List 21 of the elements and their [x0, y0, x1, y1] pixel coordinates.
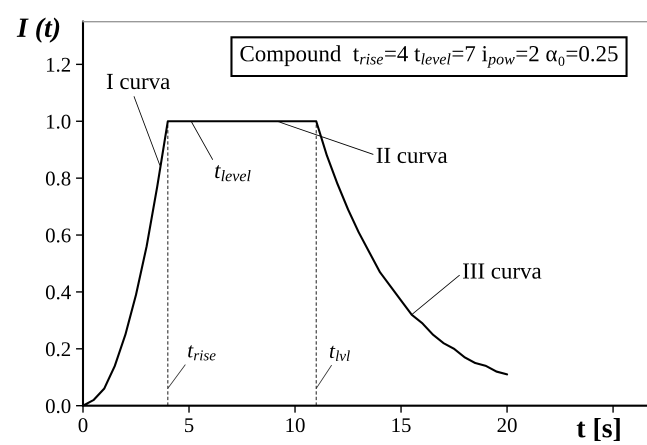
x-tick-label: 5: [185, 418, 194, 432]
annotation: II curva: [376, 148, 448, 164]
y-tick-label: 0.0: [46, 399, 70, 414]
x-tick-label: 20: [498, 418, 517, 432]
annotation: Compound t$_{rise}$=4 t$_{level}$=7 i$_{pow}$=2 α₀=0.25: [240, 45, 618, 68]
annotation: t$_{level}$: [215, 165, 251, 182]
y-tick-label: 0.4: [46, 285, 71, 300]
x-tick-label: 15: [392, 418, 411, 432]
annotation: I curva: [106, 74, 170, 90]
y-tick-label: 0.8: [46, 172, 70, 186]
ref-line-label: t$_{rise}$: [188, 345, 216, 360]
y-tick-label: 1.2: [46, 58, 70, 72]
y-axis-title: I (t): [16, 18, 60, 43]
y-tick-label: 1.0: [46, 114, 70, 129]
x-tick-label: 0: [78, 418, 88, 432]
annotation: III curva: [462, 264, 542, 279]
y-tick-label: 0.6: [46, 228, 71, 243]
x-axis-title: t [s]: [576, 418, 620, 441]
x-tick-label: 10: [286, 418, 305, 432]
y-tick-label: 0.2: [46, 342, 70, 356]
ref-line-label: t$_{lvl}$: [330, 346, 350, 362]
